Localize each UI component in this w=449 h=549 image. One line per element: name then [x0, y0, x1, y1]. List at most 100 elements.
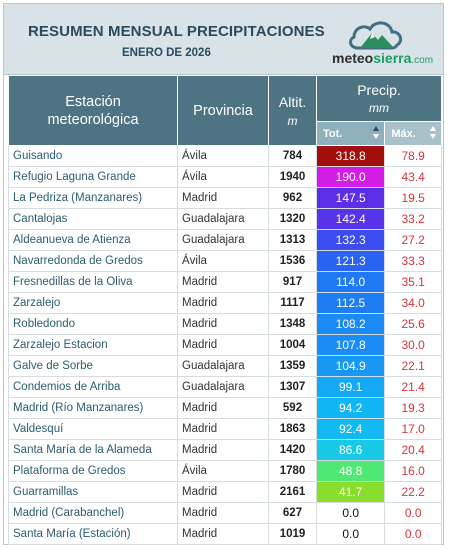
altitude-cell: 1863 — [268, 418, 317, 440]
table-row: Aldeanueva de Atienza Guadalajara 1313 132.… — [8, 229, 442, 251]
max-cell: 34.0 — [384, 292, 442, 314]
table-row: Madrid (Carabanchel) Madrid 627 0.0 0.0 — [8, 502, 442, 524]
altitude-cell: 1307 — [268, 376, 317, 398]
col-station-header: Estación meteorológica — [8, 75, 178, 146]
province-cell: Guadalajara — [177, 355, 269, 377]
total-cell: 112.5 — [315, 292, 386, 314]
total-cell: 121.3 — [315, 250, 386, 272]
max-cell: 78.9 — [384, 145, 442, 167]
station-cell: Santa María de la Alameda — [8, 439, 178, 461]
max-cell: 0.0 — [384, 502, 442, 524]
col-total-label: Tot. — [323, 127, 343, 140]
max-cell: 25.6 — [384, 313, 442, 335]
total-cell: 108.2 — [315, 313, 386, 335]
station-cell: Plataforma de Gredos — [8, 460, 178, 482]
province-cell: Guadalajara — [177, 229, 269, 251]
report-title: RESUMEN MENSUAL PRECIPITACIONES — [28, 23, 325, 40]
province-cell: Madrid — [177, 418, 269, 440]
table-row: Santa María de la Alameda Madrid 1420 86.6 2… — [8, 439, 442, 461]
station-cell: Cantalojas — [8, 208, 178, 230]
station-cell: Aldeanueva de Atienza — [8, 229, 178, 251]
province-cell: Madrid — [177, 313, 269, 335]
province-cell: Ávila — [177, 145, 269, 167]
col-max-label: Máx. — [391, 127, 416, 140]
table-row: Zarzalejo Estacion Madrid 1004 107.8 30.0 — [8, 334, 442, 356]
logo-text-sierra: sierra — [373, 50, 412, 66]
meteosierra-logo[interactable]: meteosierra.com — [330, 14, 440, 70]
col-altitude-header: Altit. m — [268, 75, 317, 146]
total-cell: 147.5 — [315, 187, 386, 209]
province-cell: Madrid — [177, 334, 269, 356]
station-cell: Refugio Laguna Grande — [8, 166, 178, 188]
col-altitude-label: Altit. — [278, 93, 307, 110]
table-row: Guisando Ávila 784 318.8 78.9 — [8, 145, 442, 167]
altitude-cell: 962 — [268, 187, 317, 209]
total-cell: 107.8 — [315, 334, 386, 356]
total-cell: 99.1 — [315, 376, 386, 398]
max-cell: 43.4 — [384, 166, 442, 188]
precipitation-summary-card: RESUMEN MENSUAL PRECIPITACIONES ENERO DE… — [3, 3, 444, 545]
province-cell: Madrid — [177, 502, 269, 524]
total-cell: 0.0 — [315, 502, 386, 524]
col-precip-label: Precip. — [357, 82, 401, 99]
altitude-cell: 784 — [268, 145, 317, 167]
table-row: La Pedriza (Manzanares) Madrid 962 147.5 19.… — [8, 187, 442, 209]
col-station-label-2: meteorológica — [47, 111, 139, 128]
sort-arrows-icon — [373, 126, 380, 140]
station-cell: Santa María (Estación) — [8, 523, 178, 545]
altitude-cell: 1420 — [268, 439, 317, 461]
table-row: Galve de Sorbe Guadalajara 1359 104.9 22.1 — [8, 355, 442, 377]
province-cell: Madrid — [177, 523, 269, 545]
total-cell: 94.2 — [315, 397, 386, 419]
col-precip-header: Precip. mm — [316, 74, 442, 123]
station-cell: Madrid (Río Manzanares) — [8, 397, 178, 419]
table-body: Guisando Ávila 784 318.8 78.9 Refugio Laguna … — [8, 145, 442, 545]
station-cell: La Pedriza (Manzanares) — [8, 187, 178, 209]
max-cell: 17.0 — [384, 418, 442, 440]
max-cell: 22.2 — [384, 481, 442, 503]
max-cell: 19.5 — [384, 187, 442, 209]
province-cell: Guadalajara — [177, 208, 269, 230]
altitude-cell: 1348 — [268, 313, 317, 335]
table-row: Condemios de Arriba Guadalajara 1307 99.1 21… — [8, 376, 442, 398]
max-cell: 20.4 — [384, 439, 442, 461]
altitude-cell: 592 — [268, 397, 317, 419]
sort-arrows-icon — [430, 126, 437, 140]
col-station-label-1: Estación — [65, 93, 121, 110]
province-cell: Madrid — [177, 397, 269, 419]
total-cell: 190.0 — [315, 166, 386, 188]
max-cell: 22.1 — [384, 355, 442, 377]
max-cell: 33.3 — [384, 250, 442, 272]
table-row: Santa María (Estación) Madrid 1019 0.0 0.0 — [8, 523, 442, 545]
altitude-cell: 1313 — [268, 229, 317, 251]
total-cell: 114.0 — [315, 271, 386, 293]
station-cell: Zarzalejo Estacion — [8, 334, 178, 356]
station-cell: Galve de Sorbe — [8, 355, 178, 377]
province-cell: Madrid — [177, 271, 269, 293]
station-cell: Guarramillas — [8, 481, 178, 503]
total-cell: 41.7 — [315, 481, 386, 503]
report-header: RESUMEN MENSUAL PRECIPITACIONES ENERO DE… — [4, 4, 443, 75]
province-cell: Madrid — [177, 481, 269, 503]
col-province-header: Provincia — [177, 75, 269, 146]
sort-total-button[interactable]: Tot. — [315, 121, 386, 146]
table-row: Robledondo Madrid 1348 108.2 25.6 — [8, 313, 442, 335]
province-cell: Ávila — [177, 250, 269, 272]
altitude-cell: 1940 — [268, 166, 317, 188]
province-cell: Ávila — [177, 166, 269, 188]
total-cell: 132.3 — [315, 229, 386, 251]
table-row: Cantalojas Guadalajara 1320 142.4 33.2 — [8, 208, 442, 230]
station-cell: Guisando — [8, 145, 178, 167]
precipitation-table: Estación meteorológica Provincia Altit. … — [8, 74, 442, 545]
sort-max-button[interactable]: Máx. — [384, 121, 442, 146]
altitude-cell: 1320 — [268, 208, 317, 230]
station-cell: Navarredonda de Gredos — [8, 250, 178, 272]
altitude-cell: 2161 — [268, 481, 317, 503]
max-cell: 21.4 — [384, 376, 442, 398]
total-cell: 318.8 — [315, 145, 386, 167]
station-cell: Fresnedillas de la Oliva — [8, 271, 178, 293]
logo-text-meteo: meteo — [332, 50, 374, 66]
table-row: Refugio Laguna Grande Ávila 1940 190.0 43.4 — [8, 166, 442, 188]
table-row: Valdesquí Madrid 1863 92.4 17.0 — [8, 418, 442, 440]
max-cell: 19.3 — [384, 397, 442, 419]
